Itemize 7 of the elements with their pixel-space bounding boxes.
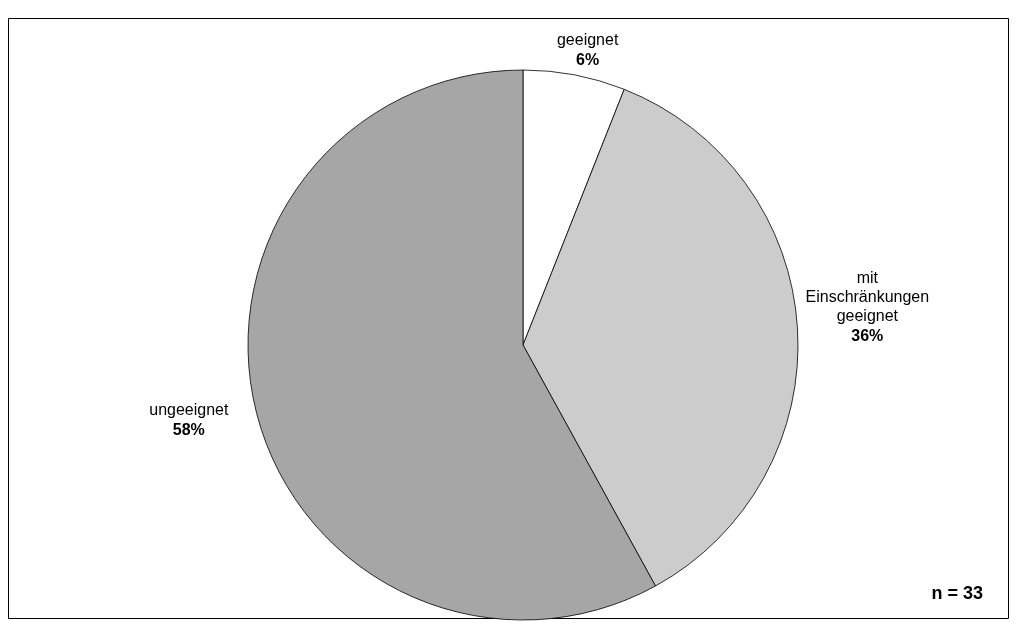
slice-label: ungeeignet xyxy=(149,400,229,418)
slice-label: mit Einschränkungen geeignet xyxy=(805,269,930,325)
data-label: 36% xyxy=(851,327,884,345)
data-label: 58% xyxy=(172,420,205,438)
text: n = 33 xyxy=(931,583,983,603)
data-label: 6% xyxy=(576,51,600,69)
slice-label: geeignet xyxy=(556,31,619,49)
